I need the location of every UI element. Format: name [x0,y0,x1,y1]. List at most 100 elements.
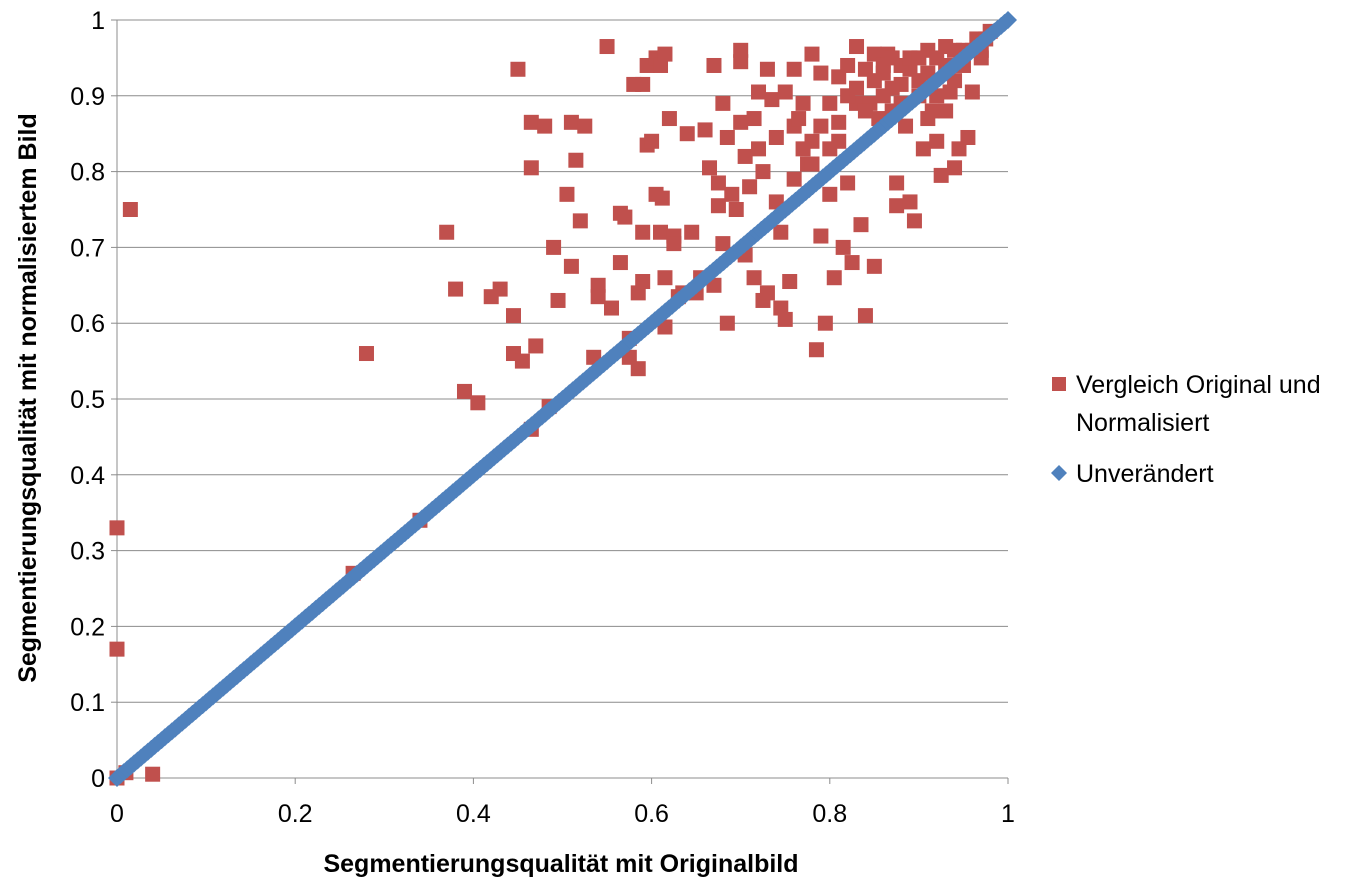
vergleich-point [866,258,882,274]
y-tick-label-4: 0.4 [70,462,105,490]
vergleich-point [733,114,749,130]
vergleich-point [835,239,851,255]
legend-label-vergleich-line1: Vergleich Original und [1076,371,1321,399]
vergleich-point [773,300,789,316]
vergleich-point [122,202,138,217]
vergleich-point [653,57,669,73]
vergleich-point [719,315,735,331]
vergleich-point [786,61,802,77]
vergleich-point [808,342,824,358]
vergleich-point [710,175,726,191]
vergleich-point [938,103,954,119]
vergleich-point [804,46,820,62]
vergleich-point [889,175,905,191]
vergleich-point [710,198,726,214]
vergleich-point [546,239,562,255]
vergleich-point [470,395,486,411]
vergleich-point [746,270,762,286]
vergleich-point [911,50,927,66]
vergleich-point [577,118,593,134]
vergleich-point [715,236,731,252]
vergleich-point [630,361,646,377]
vergleich-point [737,148,753,164]
y-tick-label-1: 0.1 [70,689,105,717]
vergleich-point [795,141,811,157]
vergleich-point [523,114,539,130]
vergleich-point [715,95,731,111]
vergleich-point [889,198,905,214]
vergleich-point [831,69,847,85]
vergleich-point [590,289,606,305]
legend-marker-unveraendert [1051,465,1067,481]
vergleich-point [657,46,673,62]
vergleich-point [755,164,771,180]
vergleich-point [786,171,802,187]
vergleich-point [759,61,775,77]
vergleich-point [813,65,829,81]
vergleich-point [590,277,606,293]
vergleich-point [759,285,775,301]
vergleich-point [795,95,811,111]
vergleich-point [960,129,976,145]
vergleich-point [906,213,922,229]
vergleich-point [804,156,820,172]
y-tick-label-8: 0.8 [70,159,105,187]
x-tick-label-0: 0 [110,800,124,828]
vergleich-point [612,255,628,271]
vergleich-point [733,54,749,70]
x-tick-label-2: 0.4 [456,800,491,828]
vergleich-point [550,292,566,308]
x-tick-label-5: 1 [1001,800,1015,828]
vergleich-point [706,57,722,73]
vergleich-point [724,186,740,202]
vergleich-point [563,114,579,130]
vergleich-point [702,160,718,176]
vergleich-point [791,111,807,127]
vergleich-point [831,114,847,130]
y-tick-label-0: 0 [91,765,105,793]
vergleich-point [768,129,784,145]
vergleich-point [884,80,900,96]
y-tick-label-6: 0.6 [70,310,105,338]
vergleich-point [898,118,914,134]
vergleich-point [840,57,856,73]
vergleich-point [857,61,873,77]
vergleich-point [604,300,620,316]
vergleich-point [657,270,673,286]
series-unveraendert-points [108,11,1017,787]
vergleich-point [109,641,125,657]
vergleich-point [559,186,575,202]
vergleich-point [644,133,660,149]
vergleich-point [822,186,838,202]
vergleich-point [840,175,856,191]
legend-marker-vergleich [1052,377,1066,391]
vergleich-point [679,126,695,142]
vergleich-point [568,152,584,168]
vergleich-point [510,61,526,77]
vergleich-point [817,315,833,331]
y-tick-label-3: 0.3 [70,538,105,566]
vergleich-point [920,111,936,127]
vergleich-point [933,167,949,183]
vergleich-point [617,209,633,225]
y-tick-label-7: 0.7 [70,234,105,262]
vergleich-point [857,308,873,324]
y-tick-label-5: 0.5 [70,386,105,414]
vergleich-point [145,766,161,782]
vergleich-point [537,118,553,134]
vergleich-point [951,141,967,157]
vergleich-point [777,311,793,327]
unveraendert-point [999,11,1017,29]
vergleich-point [742,179,758,195]
vergleich-point [849,80,865,96]
vergleich-point [826,270,842,286]
legend: Vergleich Original und Normalisiert Unve… [1051,371,1321,488]
vergleich-point [733,42,749,58]
vergleich-point [666,236,682,252]
vergleich-point [109,520,125,536]
x-tick-label-4: 0.8 [812,800,847,828]
vergleich-point [528,338,544,354]
vergleich-point [929,133,945,149]
vergleich-point [844,255,860,271]
vergleich-point [849,39,865,55]
